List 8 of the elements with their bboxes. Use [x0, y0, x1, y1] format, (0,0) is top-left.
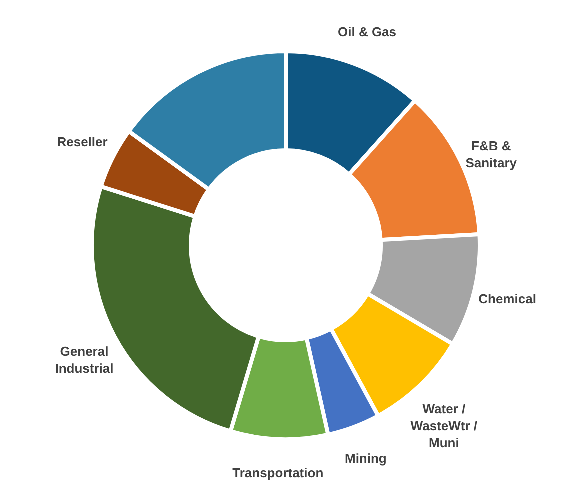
slice-label: Mining — [344, 451, 387, 466]
slice-label: Reseller — [57, 134, 108, 150]
slice-label: Transportation — [232, 465, 324, 480]
slice-label: Water / WasteWtr / Muni — [410, 402, 478, 451]
slice-label: F&B & Sanitary — [466, 138, 518, 170]
slice-label: General Industrial — [55, 344, 114, 376]
slice-label: Chemical — [478, 291, 536, 306]
slice-label: Oil & Gas — [338, 24, 397, 40]
